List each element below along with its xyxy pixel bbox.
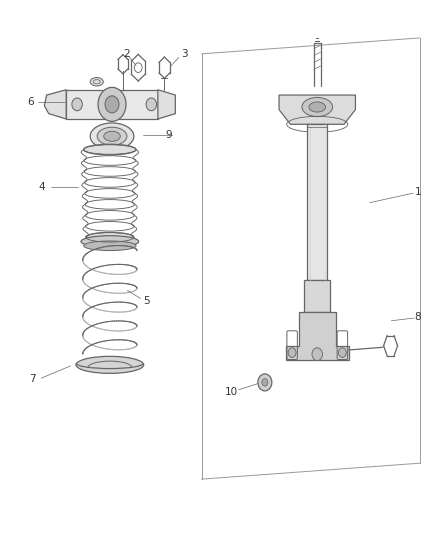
Ellipse shape: [309, 102, 325, 112]
Polygon shape: [286, 312, 349, 360]
Text: 10: 10: [225, 387, 238, 398]
Circle shape: [146, 98, 156, 111]
Text: 7: 7: [29, 374, 35, 384]
Circle shape: [339, 348, 346, 358]
FancyBboxPatch shape: [304, 280, 330, 312]
Polygon shape: [66, 90, 158, 119]
Polygon shape: [279, 95, 356, 124]
Circle shape: [258, 374, 272, 391]
Polygon shape: [44, 90, 66, 119]
Circle shape: [262, 378, 268, 386]
Text: 6: 6: [27, 96, 34, 107]
Circle shape: [105, 96, 119, 113]
Text: 2: 2: [123, 49, 130, 59]
Polygon shape: [158, 90, 175, 119]
Ellipse shape: [86, 232, 134, 242]
Ellipse shape: [90, 77, 103, 86]
Circle shape: [98, 87, 126, 122]
Ellipse shape: [90, 123, 134, 150]
FancyBboxPatch shape: [307, 124, 327, 280]
Ellipse shape: [76, 357, 144, 373]
Circle shape: [72, 98, 82, 111]
Text: 9: 9: [166, 130, 172, 140]
Ellipse shape: [84, 241, 136, 251]
Text: 4: 4: [39, 182, 46, 192]
Text: 1: 1: [414, 187, 421, 197]
Ellipse shape: [104, 131, 120, 141]
Text: 5: 5: [144, 296, 150, 306]
Ellipse shape: [84, 144, 136, 155]
Circle shape: [288, 348, 296, 358]
Text: 8: 8: [414, 312, 421, 322]
Ellipse shape: [302, 98, 332, 117]
Ellipse shape: [97, 127, 127, 146]
Ellipse shape: [81, 236, 139, 247]
Text: 3: 3: [181, 49, 187, 59]
Circle shape: [312, 348, 322, 361]
